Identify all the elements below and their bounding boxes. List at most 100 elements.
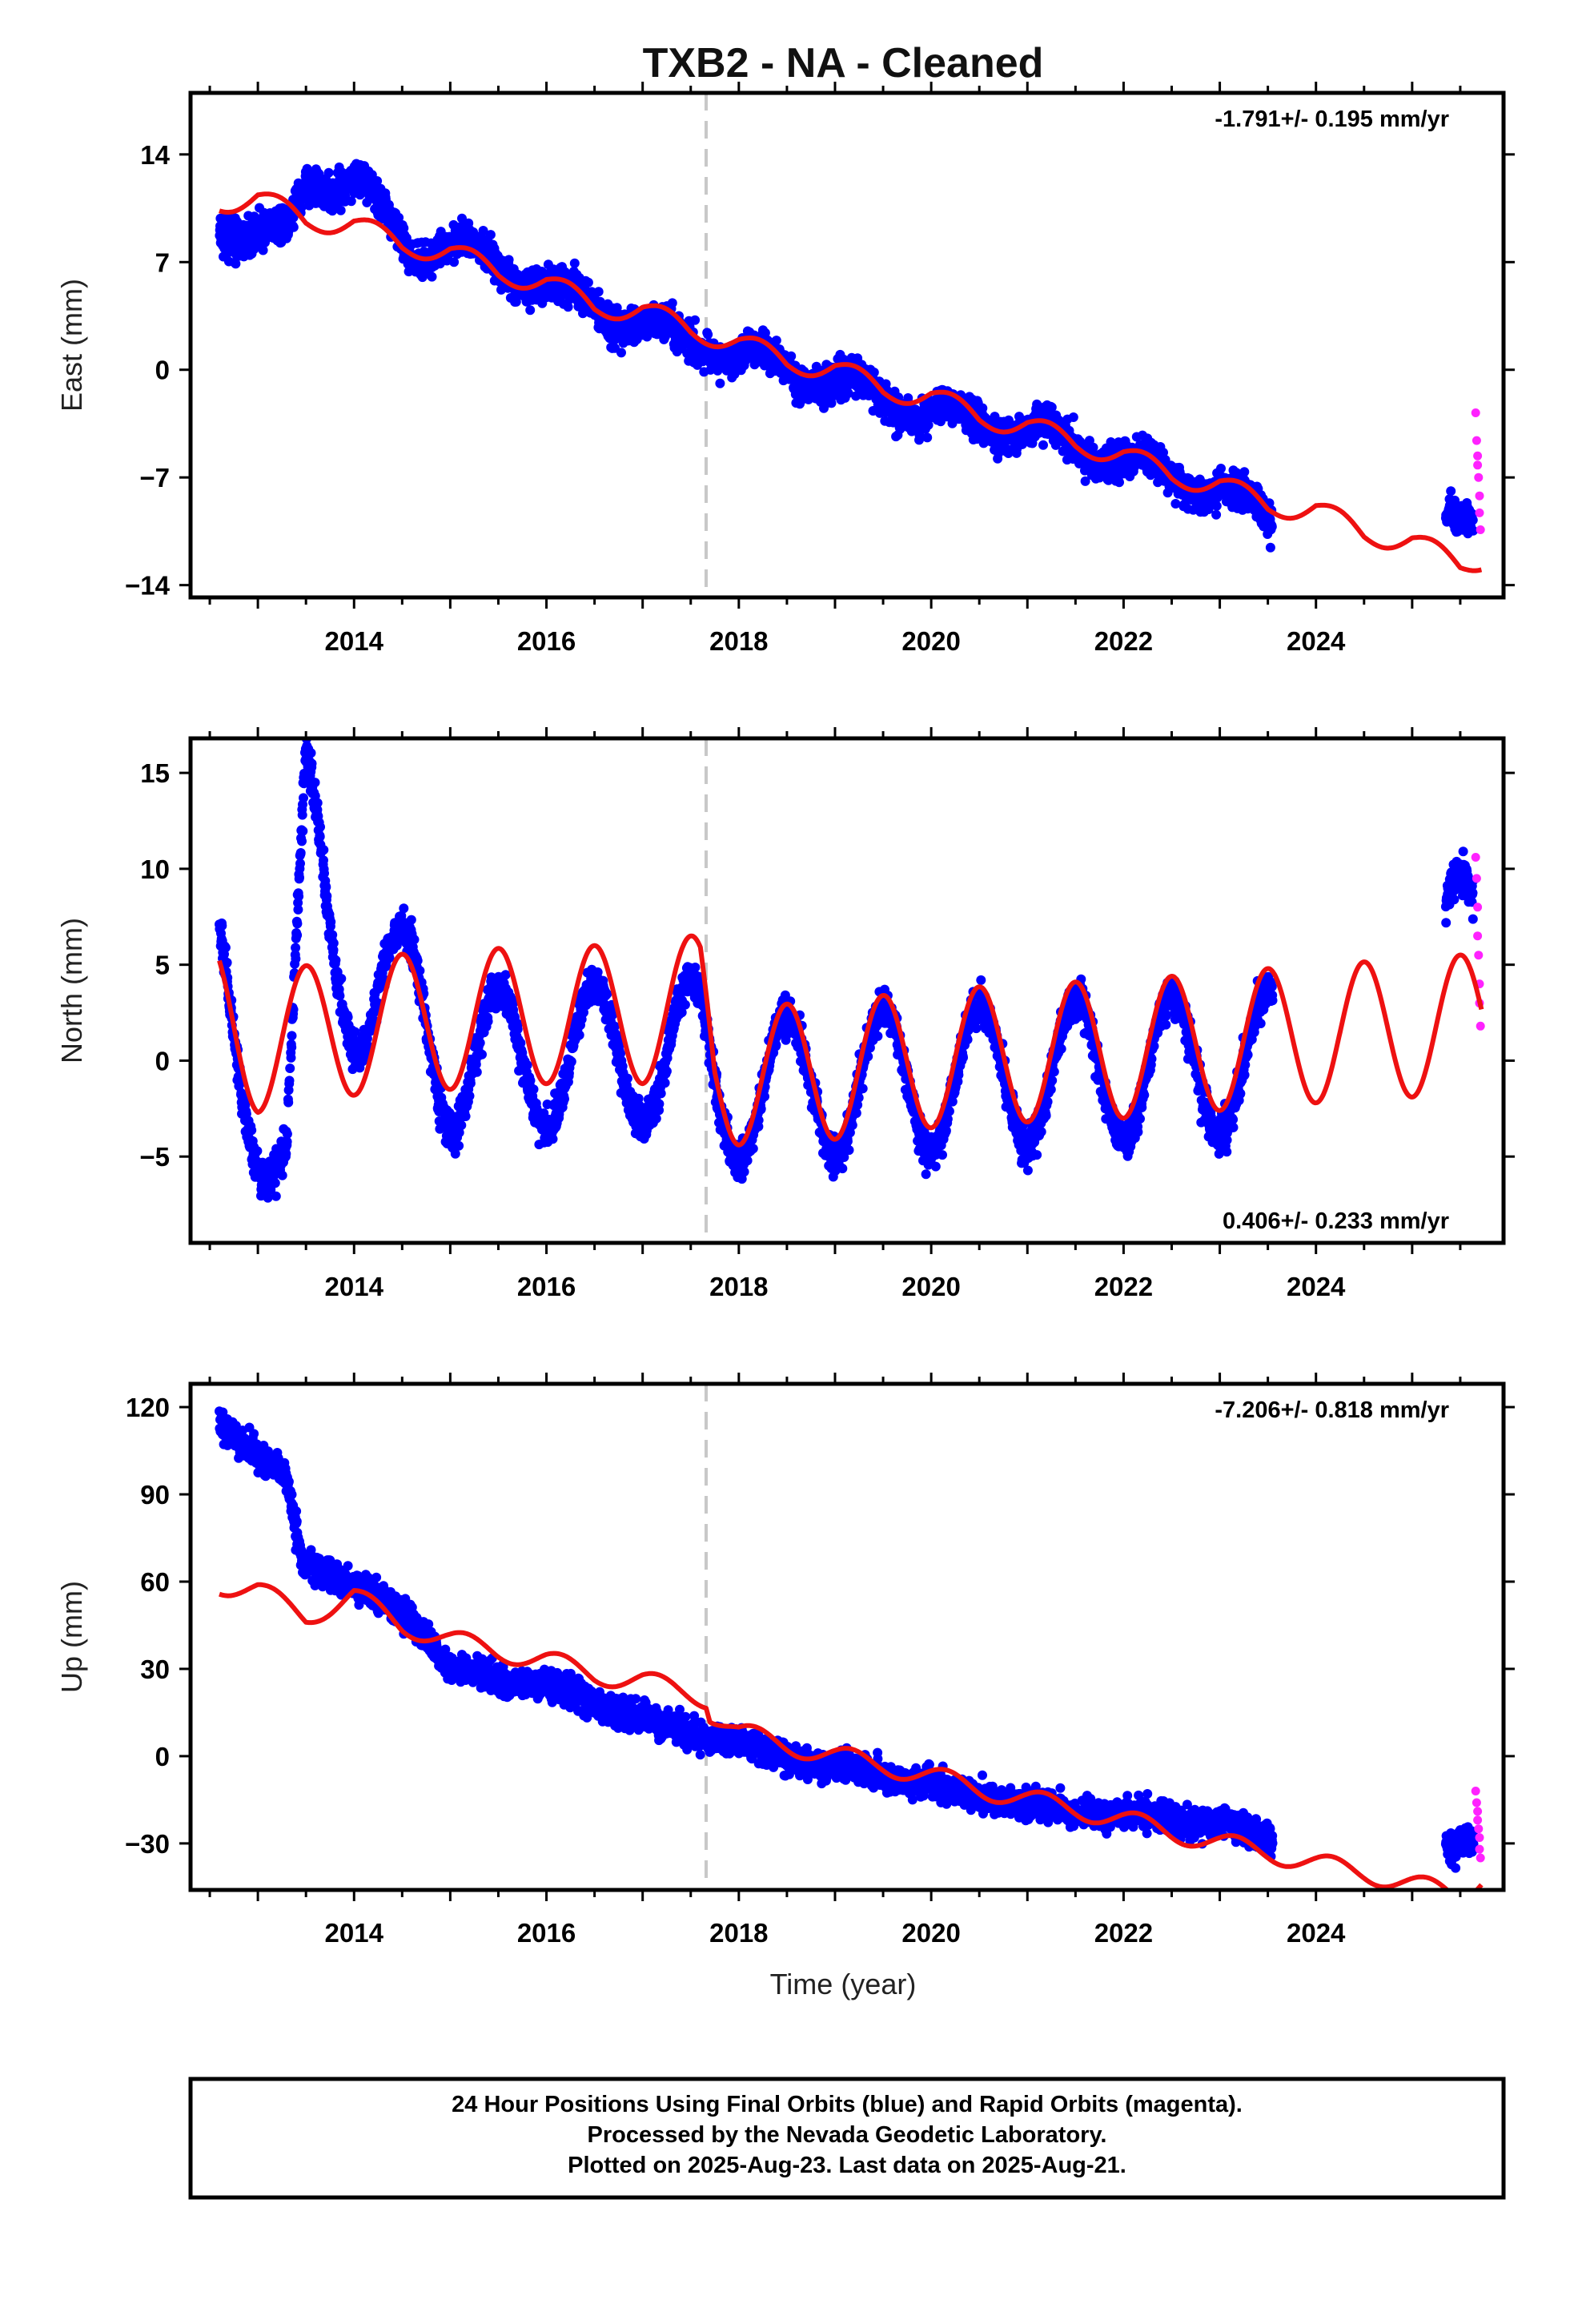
data-point <box>217 921 227 931</box>
data-point <box>760 328 770 338</box>
data-point <box>302 163 312 174</box>
data-point <box>1114 477 1124 488</box>
data-point <box>286 1052 296 1063</box>
data-point <box>1068 412 1078 422</box>
data-point <box>593 287 604 297</box>
data-point <box>271 1191 281 1201</box>
data-point <box>574 1030 584 1040</box>
data-point <box>326 917 336 927</box>
x-tick-label: 2016 <box>517 626 576 656</box>
data-point <box>667 298 677 308</box>
rapid-point <box>1475 508 1484 517</box>
data-point <box>299 793 308 803</box>
data-point <box>566 1056 576 1067</box>
data-point <box>1216 464 1226 473</box>
data-point <box>703 329 713 340</box>
data-point <box>522 1060 532 1070</box>
y-axis-label: East (mm) <box>55 279 88 412</box>
data-point <box>287 1042 297 1052</box>
data-point <box>321 882 331 892</box>
data-point <box>288 222 299 232</box>
data-point <box>690 315 701 325</box>
data-point <box>335 991 345 1001</box>
panel-frame <box>188 90 1506 600</box>
data-point <box>1080 476 1090 486</box>
data-point <box>525 1076 536 1086</box>
data-point <box>291 954 301 964</box>
data-point <box>283 1097 294 1108</box>
data-point <box>1158 448 1168 458</box>
data-point <box>903 393 913 403</box>
data-point <box>843 388 853 398</box>
data-point <box>1267 521 1277 532</box>
rapid-point <box>1471 408 1480 417</box>
data-point <box>1046 402 1057 412</box>
data-point <box>306 748 316 758</box>
data-point <box>475 1038 485 1048</box>
data-point <box>1239 467 1250 477</box>
data-point <box>307 758 317 769</box>
data-point <box>296 202 307 212</box>
x-tick-label: 2024 <box>1287 626 1346 656</box>
data-point <box>292 919 303 929</box>
y-tick-label: 14 <box>140 140 170 170</box>
data-point <box>291 943 301 953</box>
data-point <box>335 205 346 215</box>
data-point <box>528 1084 539 1095</box>
data-point <box>1265 542 1275 553</box>
data-point <box>285 1063 295 1073</box>
chart-title: TXB2 - NA - Cleaned <box>643 40 1044 86</box>
data-point <box>786 351 797 361</box>
data-point <box>310 778 320 788</box>
rapid-point <box>1474 472 1484 482</box>
data-point <box>315 822 325 832</box>
data-point <box>412 955 423 966</box>
data-point <box>583 277 593 287</box>
data-point <box>1211 501 1222 511</box>
data-point <box>715 378 725 388</box>
data-point <box>220 943 231 953</box>
data-point <box>947 418 958 428</box>
data-point <box>1211 509 1222 520</box>
data-point <box>454 1140 464 1151</box>
data-point <box>270 1178 280 1188</box>
data-point <box>295 872 304 883</box>
data-point <box>297 810 307 820</box>
data-point <box>409 935 420 945</box>
data-point <box>483 1016 493 1027</box>
data-point <box>978 403 988 413</box>
data-point <box>346 196 356 207</box>
data-point <box>923 420 934 430</box>
data-point <box>292 930 303 940</box>
data-point <box>826 398 837 408</box>
data-point <box>277 1170 287 1180</box>
data-point <box>460 1112 471 1121</box>
data-point <box>312 798 323 808</box>
data-point <box>293 904 303 915</box>
data-point <box>485 230 496 240</box>
data-point <box>372 176 383 186</box>
data-point <box>504 255 514 265</box>
plot-area <box>215 93 1485 597</box>
data-point <box>560 1094 569 1104</box>
data-point <box>222 958 232 967</box>
data-point <box>315 831 325 842</box>
data-point <box>427 271 437 282</box>
data-point <box>287 1031 297 1041</box>
x-tick-label: 2014 <box>325 626 384 656</box>
rapid-point <box>1473 451 1483 460</box>
data-point <box>478 226 488 235</box>
rapid-point <box>1472 436 1481 445</box>
data-point <box>295 848 306 858</box>
data-point <box>319 855 328 866</box>
x-tick-label: 2018 <box>709 626 768 656</box>
data-point <box>472 1067 482 1077</box>
y-tick-label: 7 <box>155 247 170 277</box>
y-tick-label: 0 <box>155 356 170 385</box>
data-point <box>295 858 305 869</box>
data-point <box>258 245 268 255</box>
data-point <box>477 1049 487 1059</box>
data-point <box>922 432 933 443</box>
